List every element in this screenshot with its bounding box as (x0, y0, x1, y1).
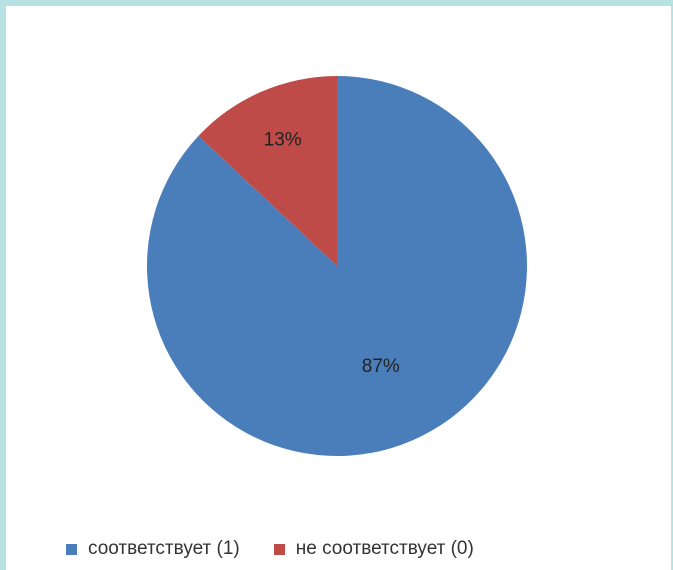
chart-legend: соответствует (1) не соответствует (0) (66, 538, 508, 560)
legend-item-not-matches: не соответствует (0) (273, 538, 474, 560)
legend-label-not-matches: не соответствует (0) (295, 538, 474, 559)
pie-slice-matches (147, 76, 527, 456)
legend-item-matches: соответствует (1) (66, 538, 240, 560)
pie-slice-not-matches (198, 76, 337, 266)
pie-chart: 87% 13% (147, 76, 527, 456)
slice-label-matches: 87% (362, 356, 400, 377)
legend-label-matches: соответствует (1) (88, 538, 240, 559)
legend-swatch-not-matches (273, 543, 285, 555)
chart-area: 87% 13% соответствует (1) не соответствуе… (6, 6, 671, 570)
legend-swatch-matches (66, 543, 77, 555)
slice-label-not-matches: 13% (264, 129, 302, 150)
